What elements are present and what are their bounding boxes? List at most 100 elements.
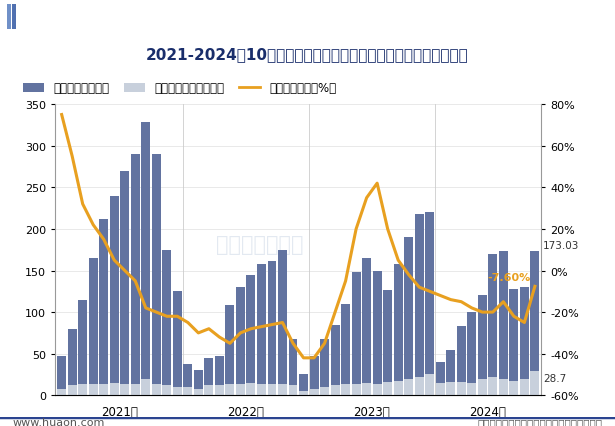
Bar [226, 385, 234, 395]
Bar [121, 384, 129, 395]
Bar [299, 374, 308, 395]
Text: 华经情报网: 华经情报网 [22, 11, 59, 24]
Bar [141, 123, 150, 395]
Bar [268, 384, 277, 395]
Bar [309, 356, 319, 395]
Bar [478, 296, 487, 395]
Text: 数据来源：国家统计局；华经产业研究院整理: 数据来源：国家统计局；华经产业研究院整理 [478, 417, 603, 426]
Bar [173, 387, 182, 395]
Bar [278, 250, 287, 395]
Bar [457, 326, 466, 395]
Bar [415, 377, 424, 395]
Bar [89, 385, 98, 395]
Bar [204, 386, 213, 395]
Bar [226, 306, 234, 395]
Bar [68, 386, 77, 395]
Bar [446, 350, 455, 395]
Bar [383, 382, 392, 395]
Bar [131, 155, 140, 395]
Bar [257, 264, 266, 395]
Text: www.huaon.com: www.huaon.com [12, 417, 105, 426]
Text: 28.7: 28.7 [543, 373, 566, 383]
Bar [89, 259, 98, 395]
Bar [467, 312, 476, 395]
Bar [530, 252, 539, 395]
Bar [352, 384, 360, 395]
Bar [247, 275, 255, 395]
Bar [278, 385, 287, 395]
Bar [331, 325, 339, 395]
Bar [99, 219, 108, 395]
Bar [425, 213, 434, 395]
Bar [509, 289, 518, 395]
Bar [488, 254, 498, 395]
Bar [173, 292, 182, 395]
Bar [309, 389, 319, 395]
Bar [131, 385, 140, 395]
Bar [425, 374, 434, 395]
Bar [499, 379, 508, 395]
Text: 华经产业研究院: 华经产业研究院 [216, 234, 303, 254]
Bar [78, 300, 87, 395]
Bar [288, 339, 298, 395]
Bar [394, 264, 403, 395]
Bar [331, 386, 339, 395]
Bar [162, 386, 172, 395]
Bar [162, 250, 172, 395]
Bar [183, 364, 192, 395]
Text: -7.60%: -7.60% [488, 273, 531, 282]
Bar [299, 391, 308, 395]
Bar [362, 383, 371, 395]
Bar [215, 356, 224, 395]
Bar [236, 288, 245, 395]
Bar [446, 382, 455, 395]
Bar [7, 5, 11, 30]
Bar [436, 383, 445, 395]
Bar [520, 288, 529, 395]
Bar [478, 379, 487, 395]
Bar [530, 371, 539, 395]
Bar [404, 238, 413, 395]
Bar [268, 261, 277, 395]
Bar [57, 356, 66, 395]
Bar [436, 362, 445, 395]
Bar [457, 382, 466, 395]
Bar [247, 383, 255, 395]
Bar [204, 358, 213, 395]
Bar [488, 377, 498, 395]
Bar [467, 383, 476, 395]
Bar [373, 271, 382, 395]
Bar [194, 371, 203, 395]
Text: 2021-2024年10月青海省房地产商品住宅及商品住宅现房销售面积: 2021-2024年10月青海省房地产商品住宅及商品住宅现房销售面积 [146, 47, 469, 62]
Bar [320, 387, 329, 395]
Bar [236, 384, 245, 395]
Bar [152, 384, 161, 395]
Bar [394, 381, 403, 395]
Bar [78, 384, 87, 395]
Bar [194, 389, 203, 395]
Bar [341, 384, 350, 395]
Bar [152, 155, 161, 395]
Legend: 商品住宅（万㎡）, 商品住宅现房（万㎡）, 商品住宅增速（%）: 商品住宅（万㎡）, 商品住宅现房（万㎡）, 商品住宅增速（%） [18, 78, 341, 100]
Bar [373, 384, 382, 395]
Bar [99, 384, 108, 395]
Bar [415, 214, 424, 395]
Bar [109, 196, 119, 395]
Bar [12, 5, 16, 30]
Bar [183, 387, 192, 395]
Bar [121, 171, 129, 395]
Text: 专业严谨 • 客观科学: 专业严谨 • 客观科学 [536, 12, 603, 23]
Bar [320, 339, 329, 395]
Bar [383, 290, 392, 395]
Bar [362, 259, 371, 395]
Bar [509, 381, 518, 395]
Bar [257, 384, 266, 395]
Bar [404, 379, 413, 395]
Text: 173.03: 173.03 [543, 240, 580, 250]
Bar [499, 252, 508, 395]
Bar [215, 386, 224, 395]
Bar [520, 379, 529, 395]
Bar [68, 329, 77, 395]
Bar [109, 383, 119, 395]
Bar [341, 304, 350, 395]
